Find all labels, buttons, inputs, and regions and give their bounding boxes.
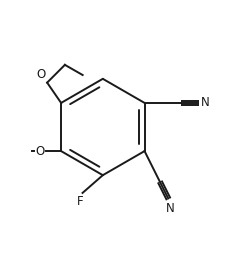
Text: O: O [37, 68, 46, 81]
Text: N: N [201, 97, 210, 109]
Text: O: O [35, 145, 45, 157]
Text: F: F [77, 196, 83, 209]
Text: N: N [166, 202, 174, 215]
